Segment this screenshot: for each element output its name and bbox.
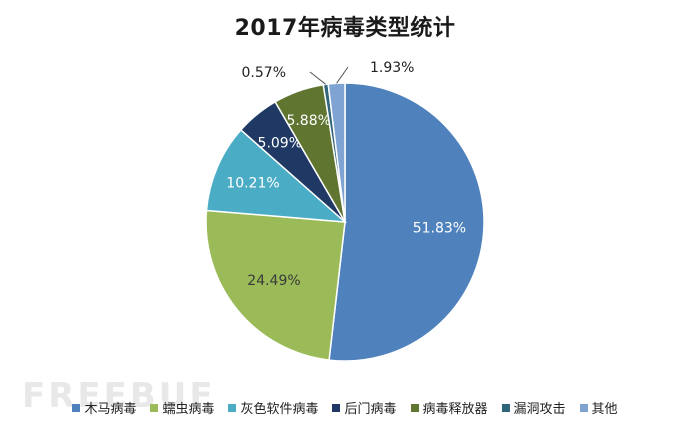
legend-swatch	[150, 403, 159, 412]
chart-title: 2017年病毒类型统计	[234, 16, 456, 41]
legend-swatch	[332, 403, 341, 412]
legend-swatch	[72, 403, 81, 412]
legend-label: 其他	[591, 402, 618, 417]
legend-swatch	[579, 403, 588, 412]
legend-label: 漏洞攻击	[513, 402, 566, 417]
legend-swatch	[501, 403, 510, 412]
pie-slice	[328, 82, 485, 362]
legend-item: 木马病毒	[72, 398, 136, 417]
slice-label: 24.49%	[247, 273, 300, 289]
legend-swatch	[228, 403, 237, 412]
legend-item: 后门病毒	[332, 398, 397, 417]
slice-label: 1.93%	[370, 60, 414, 76]
pie-slice	[205, 128, 348, 223]
slice-label: 51.83%	[413, 220, 466, 236]
chart-legend: 木马病毒 蠕虫病毒 灰色软件病毒 后门病毒 病毒释放器 漏洞攻击 其他	[0, 398, 690, 417]
legend-label: 病毒释放器	[422, 402, 488, 417]
legend-item: 灰色软件病毒	[228, 398, 318, 417]
slice-label: 5.09%	[258, 135, 302, 151]
pie-slice	[205, 209, 346, 361]
legend-item: 蠕虫病毒	[150, 398, 214, 417]
legend-label: 木马病毒	[84, 402, 137, 417]
leader-line	[309, 71, 327, 85]
slice-label: 0.57%	[242, 65, 286, 81]
pie-chart: 51.83% 24.49% 10.21% 5.09% 5.88% 0.57% 1.93%	[205, 60, 485, 362]
slice-label: 10.21%	[226, 176, 279, 192]
watermark-logo: FREEBUF	[22, 376, 216, 416]
legend-item: 漏洞攻击	[501, 398, 566, 417]
legend-swatch	[410, 403, 419, 412]
leader-line	[336, 66, 349, 84]
legend-item: 其他	[579, 398, 618, 417]
legend-label: 蠕虫病毒	[162, 402, 215, 417]
legend-label: 后门病毒	[344, 402, 397, 417]
legend-item: 病毒释放器	[410, 398, 488, 417]
legend-label: 灰色软件病毒	[240, 402, 319, 417]
slice-label: 5.88%	[286, 113, 330, 129]
